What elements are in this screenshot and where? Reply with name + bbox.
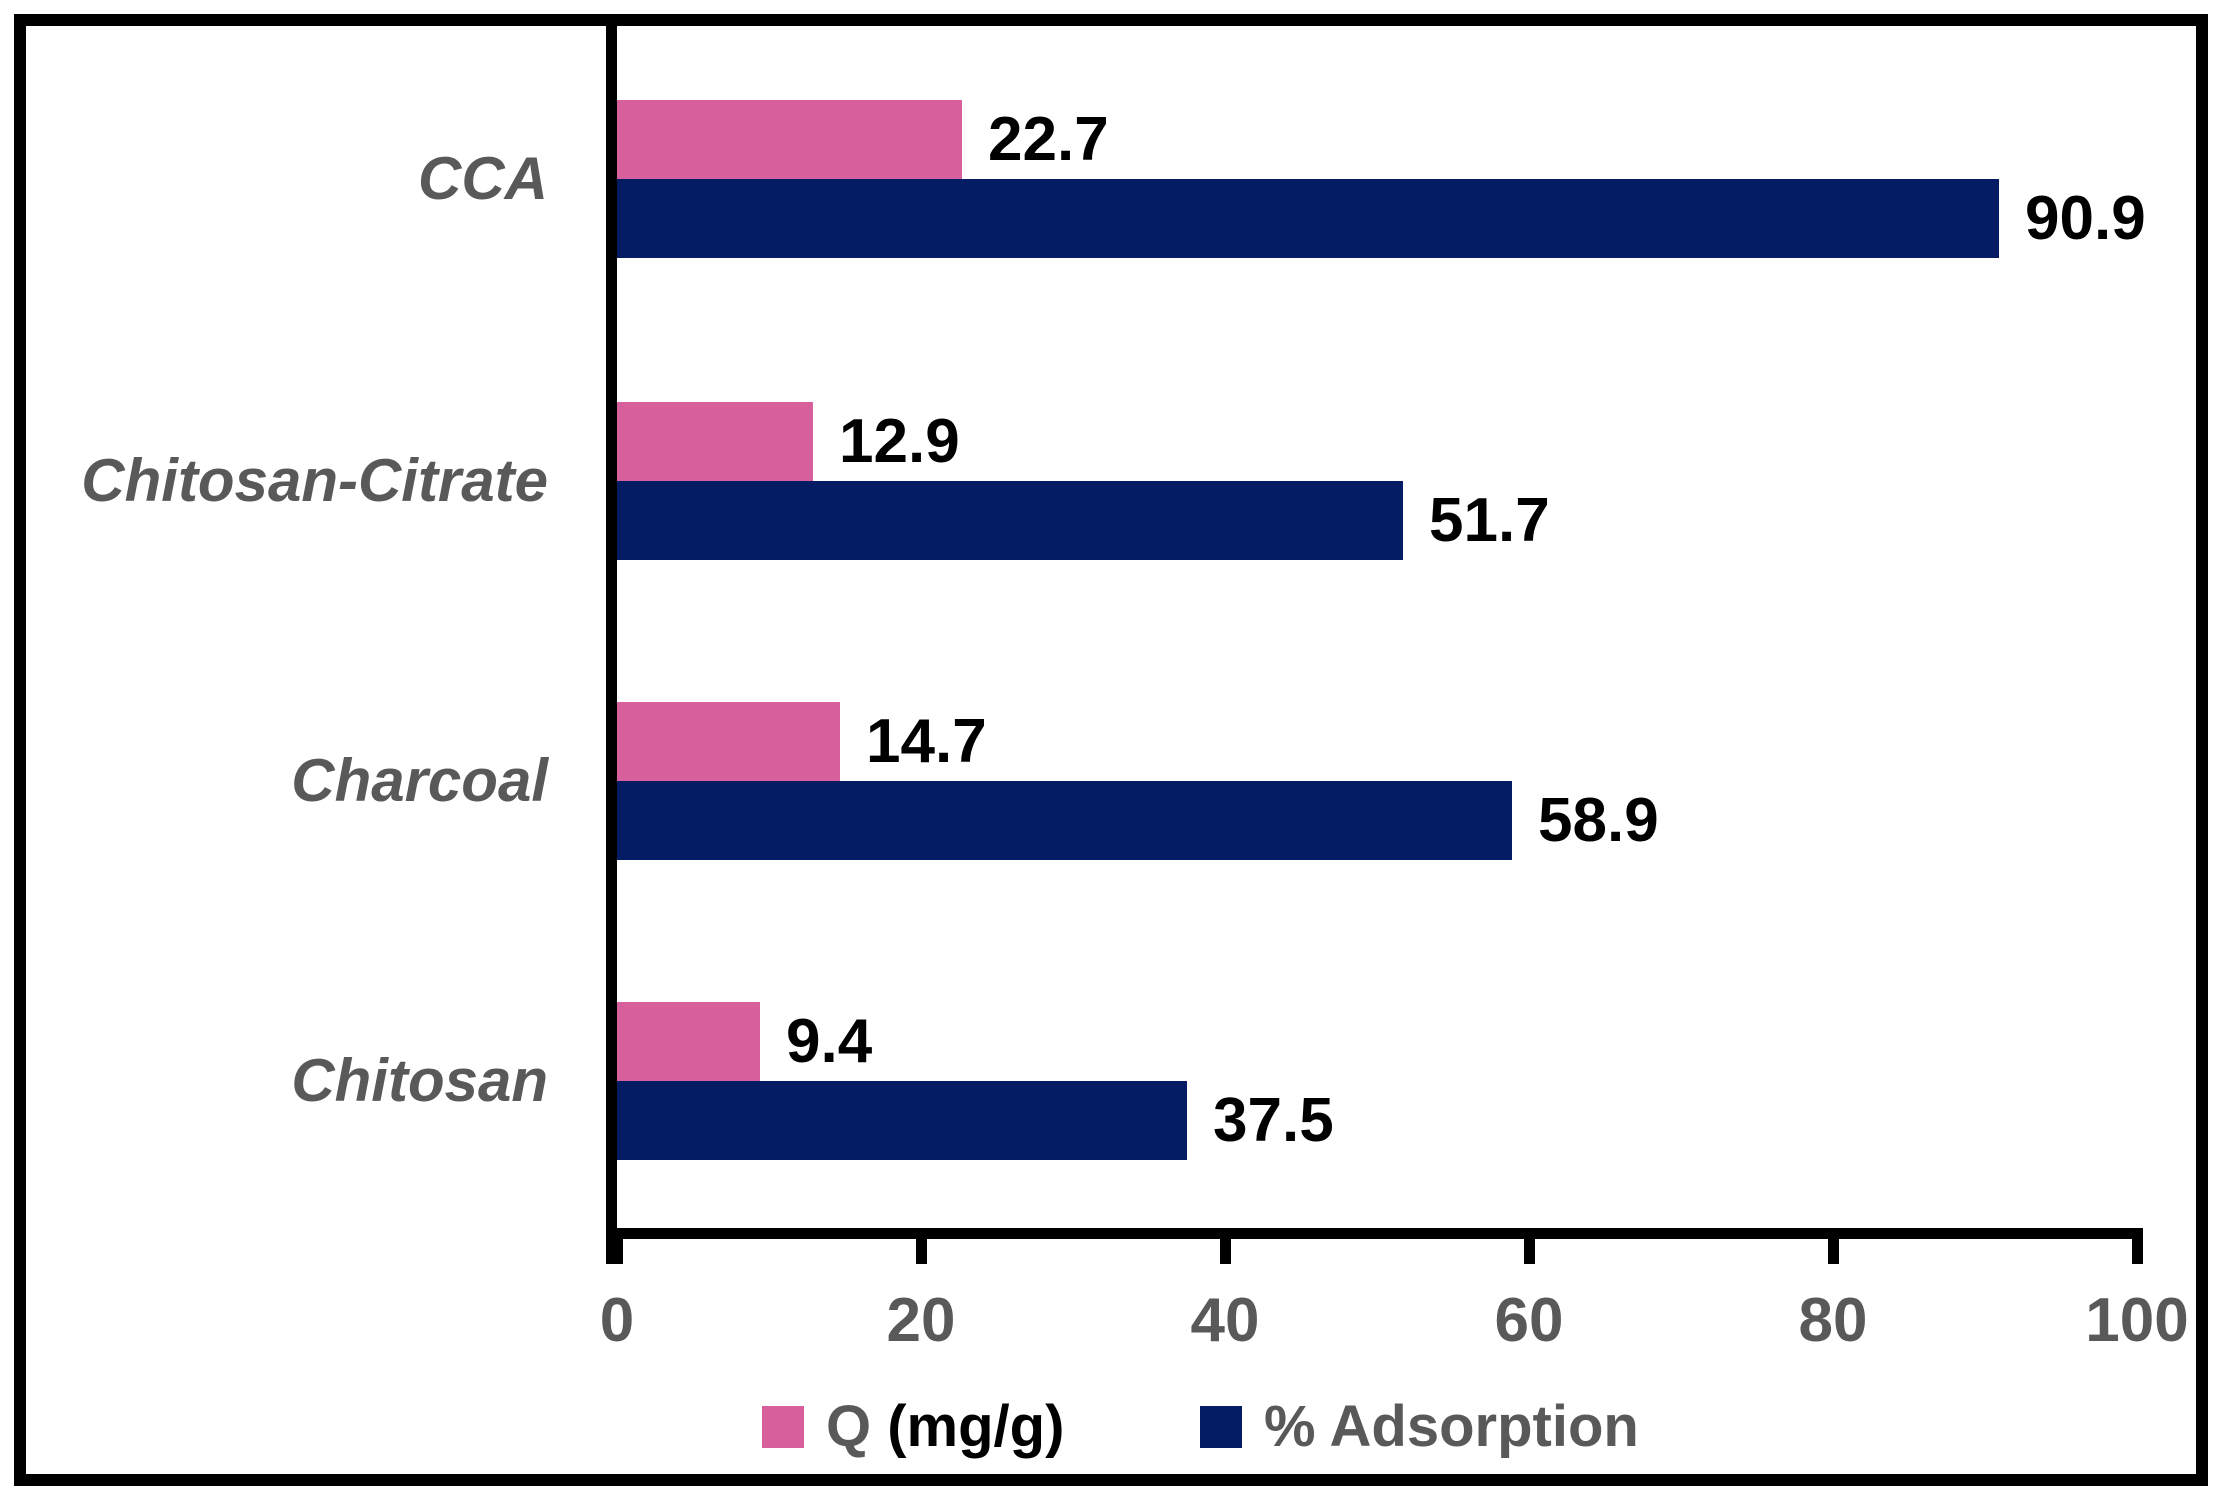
legend-label: Q (mg/g)	[826, 1394, 1065, 1459]
x-axis-line	[606, 1228, 2143, 1239]
value-label-adsorption-cca: 90.9	[2025, 183, 2146, 253]
legend-label: % Adsorption	[1264, 1394, 1639, 1459]
legend-swatch-pink	[762, 1406, 804, 1448]
x-tick-mark-20	[916, 1239, 927, 1264]
x-tick-mark-60	[1524, 1239, 1535, 1264]
x-tick-mark-0	[612, 1239, 623, 1264]
bar-adsorption-chitosan	[617, 1081, 1187, 1160]
bar-q-mg-g-cca	[617, 100, 962, 179]
x-tick-label-60: 60	[1494, 1286, 1564, 1355]
x-tick-label-20: 20	[886, 1286, 956, 1355]
value-label-adsorption-charcoal: 58.9	[1538, 785, 1659, 855]
x-tick-mark-100	[2132, 1239, 2143, 1264]
category-label-charcoal: Charcoal	[291, 747, 548, 814]
x-tick-label-0: 0	[599, 1286, 635, 1355]
bar-q-mg-g-charcoal	[617, 702, 840, 781]
legend-swatch-navy	[1200, 1406, 1242, 1448]
value-label-adsorption-chitosan-citrate: 51.7	[1429, 485, 1550, 555]
x-tick-label-100: 100	[2085, 1286, 2189, 1355]
bar-adsorption-cca	[617, 179, 1999, 258]
bar-q-mg-g-chitosan-citrate	[617, 402, 813, 481]
category-label-chitosan: Chitosan	[291, 1047, 548, 1114]
bar-q-mg-g-chitosan	[617, 1002, 760, 1081]
legend-item-q-mg-g: Q (mg/g)	[762, 1398, 1064, 1456]
x-tick-mark-40	[1220, 1239, 1231, 1264]
value-label-q-mg-g-cca: 22.7	[988, 104, 1109, 174]
x-tick-mark-80	[1828, 1239, 1839, 1264]
value-label-q-mg-g-chitosan-citrate: 12.9	[839, 406, 960, 476]
value-label-q-mg-g-chitosan: 9.4	[786, 1006, 873, 1076]
bar-adsorption-chitosan-citrate	[617, 481, 1403, 560]
chart-border-frame	[14, 14, 2208, 1486]
x-tick-label-40: 40	[1190, 1286, 1260, 1355]
bar-adsorption-charcoal	[617, 781, 1512, 860]
legend-item-adsorption: % Adsorption	[1200, 1398, 1639, 1456]
category-label-cca: CCA	[418, 145, 548, 212]
y-axis-line	[606, 26, 617, 1264]
category-label-chitosan-citrate: Chitosan-Citrate	[81, 447, 548, 514]
value-label-adsorption-chitosan: 37.5	[1213, 1085, 1334, 1155]
x-tick-label-80: 80	[1798, 1286, 1868, 1355]
value-label-q-mg-g-charcoal: 14.7	[866, 706, 987, 776]
